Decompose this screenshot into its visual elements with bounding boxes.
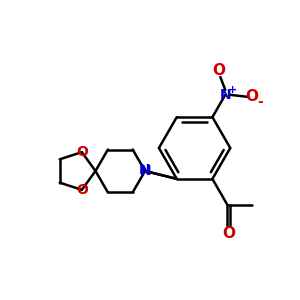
Text: +: +: [228, 85, 237, 95]
Text: O: O: [76, 183, 88, 197]
Text: N: N: [140, 164, 152, 178]
Text: O: O: [245, 89, 259, 104]
Text: O: O: [212, 63, 225, 78]
Text: O: O: [76, 145, 88, 159]
Text: O: O: [222, 226, 235, 241]
Text: -: -: [257, 95, 263, 109]
Text: N: N: [220, 88, 231, 102]
Text: N: N: [139, 163, 151, 177]
